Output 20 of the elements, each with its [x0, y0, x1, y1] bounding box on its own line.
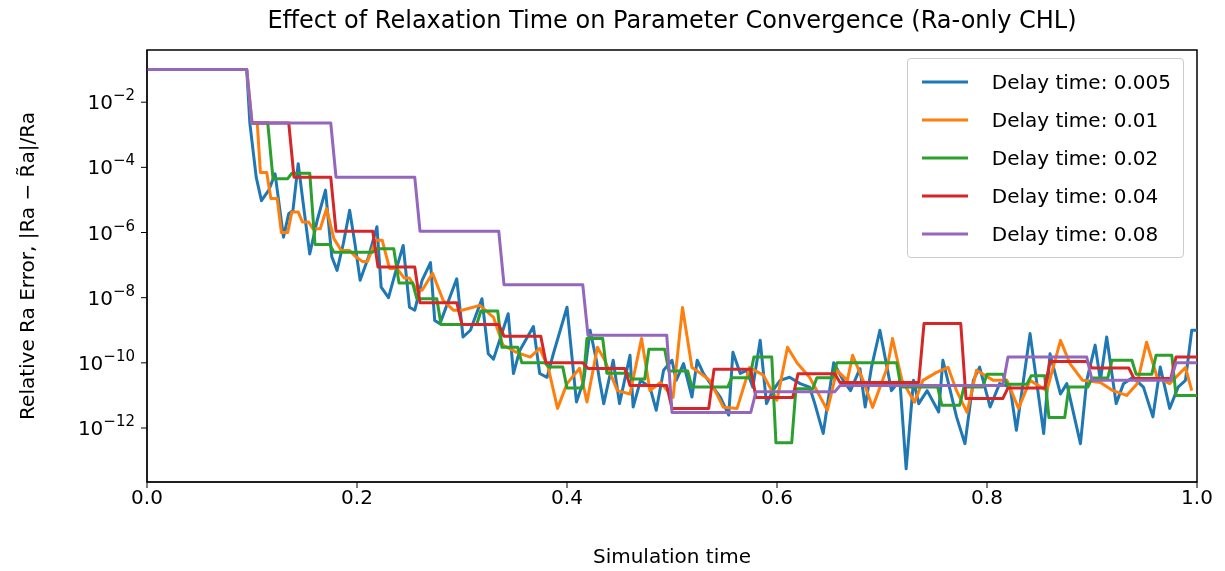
y-tick-label: 10$^{−10}$: [77, 346, 135, 375]
y-tick-label: 10$^{−8}$: [87, 281, 135, 310]
legend-label: Delay time: 0.08: [991, 222, 1159, 246]
y-tick-label: 10$^{−4}$: [87, 151, 135, 180]
x-tick-label: 0.2: [341, 485, 373, 510]
x-tick-label: 0.6: [761, 485, 793, 510]
legend-label: Delay time: 0.04: [991, 184, 1159, 208]
legend-label: Delay time: 0.02: [991, 146, 1159, 170]
x-tick-label: 0.0: [131, 485, 163, 510]
chart-title: Effect of Relaxation Time on Parameter Convergence (Ra-only CHL): [266, 6, 1078, 34]
legend-label: Delay time: 0.01: [991, 108, 1159, 132]
x-tick-label: 0.8: [971, 485, 1003, 510]
x-axis-title: Simulation time: [592, 544, 752, 568]
x-tick-label: 0.4: [551, 485, 583, 510]
legend-label: Delay time: 0.005: [991, 70, 1171, 94]
y-tick-label: 10$^{−6}$: [87, 216, 135, 245]
x-tick-label: 1.0: [1181, 485, 1213, 510]
y-tick-label: 10$^{−12}$: [77, 412, 135, 440]
y-tick-label: 10$^{−2}$: [87, 86, 135, 115]
y-axis-title: Relative Ra Error, |Ra − R̃a|/Ra: [15, 112, 39, 420]
